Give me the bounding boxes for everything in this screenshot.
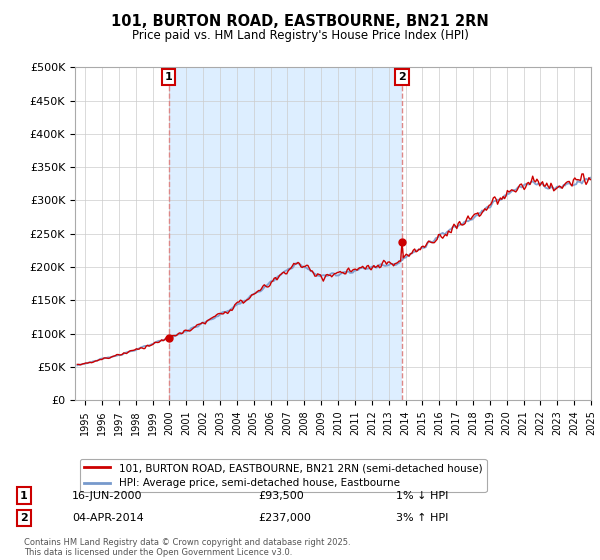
Text: £237,000: £237,000 xyxy=(258,513,311,523)
Text: 16-JUN-2000: 16-JUN-2000 xyxy=(72,491,143,501)
Text: Price paid vs. HM Land Registry's House Price Index (HPI): Price paid vs. HM Land Registry's House … xyxy=(131,29,469,42)
Legend: 101, BURTON ROAD, EASTBOURNE, BN21 2RN (semi-detached house), HPI: Average price: 101, BURTON ROAD, EASTBOURNE, BN21 2RN (… xyxy=(80,459,487,492)
Text: 1: 1 xyxy=(165,72,173,82)
Text: £93,500: £93,500 xyxy=(258,491,304,501)
Text: 2: 2 xyxy=(20,513,28,523)
Text: 04-APR-2014: 04-APR-2014 xyxy=(72,513,144,523)
Text: 3% ↑ HPI: 3% ↑ HPI xyxy=(396,513,448,523)
Text: 1% ↓ HPI: 1% ↓ HPI xyxy=(396,491,448,501)
Text: Contains HM Land Registry data © Crown copyright and database right 2025.
This d: Contains HM Land Registry data © Crown c… xyxy=(24,538,350,557)
Text: 101, BURTON ROAD, EASTBOURNE, BN21 2RN: 101, BURTON ROAD, EASTBOURNE, BN21 2RN xyxy=(111,14,489,29)
Text: 2: 2 xyxy=(398,72,406,82)
Text: 1: 1 xyxy=(20,491,28,501)
Bar xyxy=(169,67,402,400)
